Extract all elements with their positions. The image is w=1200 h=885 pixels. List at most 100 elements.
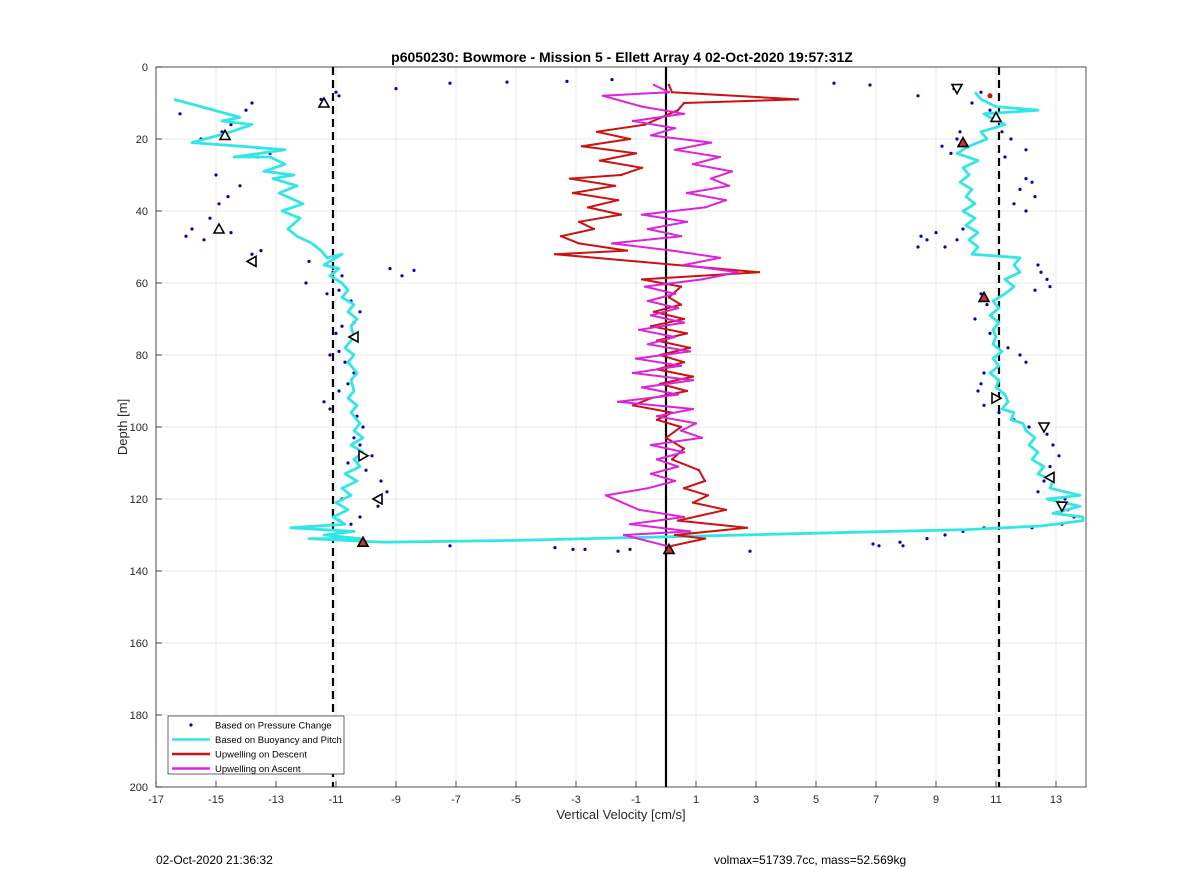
series-vertex [619,213,623,216]
pressure-change-point [1033,288,1037,292]
series-vertex [634,260,638,263]
pressure-change-point [553,546,557,550]
y-axis-label: Depth [m] [115,399,130,455]
series-vertex [637,328,641,331]
pressure-change-point [1009,137,1013,141]
dive-marker-triangle [347,330,359,344]
dive-marker-triangle [245,255,257,268]
pressure-change-point [1018,187,1022,191]
pressure-change-point [337,389,341,393]
series-vertex [673,127,677,130]
x-tick-label: -5 [511,794,521,806]
pressure-change-point [202,238,206,242]
y-tick-label: 60 [136,278,148,290]
x-tick-label: -13 [268,794,284,806]
pressure-change-point [616,549,620,553]
pressure-change-point [997,411,1001,415]
pressure-change-point [379,479,383,483]
series-vertex [667,296,671,299]
series-vertex [646,227,650,231]
series-vertex [646,487,650,490]
x-tick-label: -9 [391,794,401,806]
series-vertex [640,213,644,216]
series-vertex [571,191,575,195]
x-axis-ticks: -17 -15 -13 -11 -9 -7 -5 -3 -1 1 3 5 7 9 11 13 [148,781,1062,806]
pressure-change-point [916,94,920,98]
series-vertex [682,263,686,267]
series-vertex [706,494,710,497]
dive-marker-triangle [218,128,232,141]
pressure-change-point [220,130,224,134]
pressure-change-point [250,252,254,256]
pressure-change-point [1027,425,1031,429]
pressure-change-point [868,83,872,87]
series-vertex [628,137,632,141]
series-vertex [685,332,689,335]
pressure-change-point [328,407,332,411]
series-vertex [709,141,713,144]
pressure-change-point [178,112,182,116]
series-vertex [640,386,644,389]
y-tick-label: 160 [130,638,148,650]
series-vertex [604,494,608,497]
dive-marker-triangle [989,110,1003,123]
pressure-change-point [400,274,404,278]
series-vertex [694,422,698,425]
pressure-change-point [1030,180,1034,184]
series-vertex [553,253,557,256]
pressure-change-point [358,310,362,314]
pressure-change-point [571,547,575,552]
series-vertex [703,479,707,483]
pressure-change-point [307,259,311,263]
series-vertex [679,303,683,306]
pressure-change-point [958,130,962,134]
series-vertex [745,526,749,529]
dive-marker-triangle [358,449,370,463]
series-vertex [688,350,692,353]
marker-layer [212,83,1069,555]
series-vertex [673,292,677,295]
pressure-change-point [190,227,194,231]
reference-lines [331,67,1001,787]
series-vertex [724,199,728,202]
series-vertex [598,159,602,162]
footer-info: volmax=51739.7cc, mass=52.569kg [714,853,907,867]
y-tick-label: 180 [130,710,148,722]
pressure-change-point [1045,277,1049,281]
dive-marker-triangle [317,96,331,108]
pressure-change-point [1051,443,1055,447]
pressure-change-point [412,268,416,272]
pressure-change-point [340,324,344,328]
series-vertex [559,235,563,238]
series-vertex [691,163,695,166]
pressure-change-point [238,184,242,188]
series-upwelling-on-descent [553,83,800,547]
series-vertex [577,242,581,245]
series-vertex [724,508,728,511]
pressure-change-point [973,317,977,321]
pressure-change-point [1006,346,1010,350]
series-vertex [640,278,644,281]
series-vertex [682,101,686,105]
series-vertex [682,487,686,490]
series-vertex [655,415,659,418]
series-line [554,84,799,547]
y-tick-label: 80 [136,350,148,362]
legend-label-based-on-buoyancy-and-pitch: Based on Buoyancy and Pitch [215,735,342,746]
series-vertex [691,407,695,411]
series-vertex [685,389,689,393]
dive-marker-triangle [356,535,370,548]
series-vertex [616,400,620,403]
series-vertex [664,544,668,547]
pressure-change-point [361,425,365,429]
series-vertex [727,184,731,187]
pressure-change-point [364,468,368,472]
pressure-change-point [979,382,983,386]
y-axis-ticks: 0 20 40 60 80 100 120 140 160 180 200 [130,62,162,794]
series-vertex [688,346,692,349]
pressure-change-point [394,87,398,91]
series-vertex [610,242,614,245]
pressure-change-point [1048,285,1052,289]
pressure-change-point [337,349,341,353]
pressure-change-point [337,94,341,98]
